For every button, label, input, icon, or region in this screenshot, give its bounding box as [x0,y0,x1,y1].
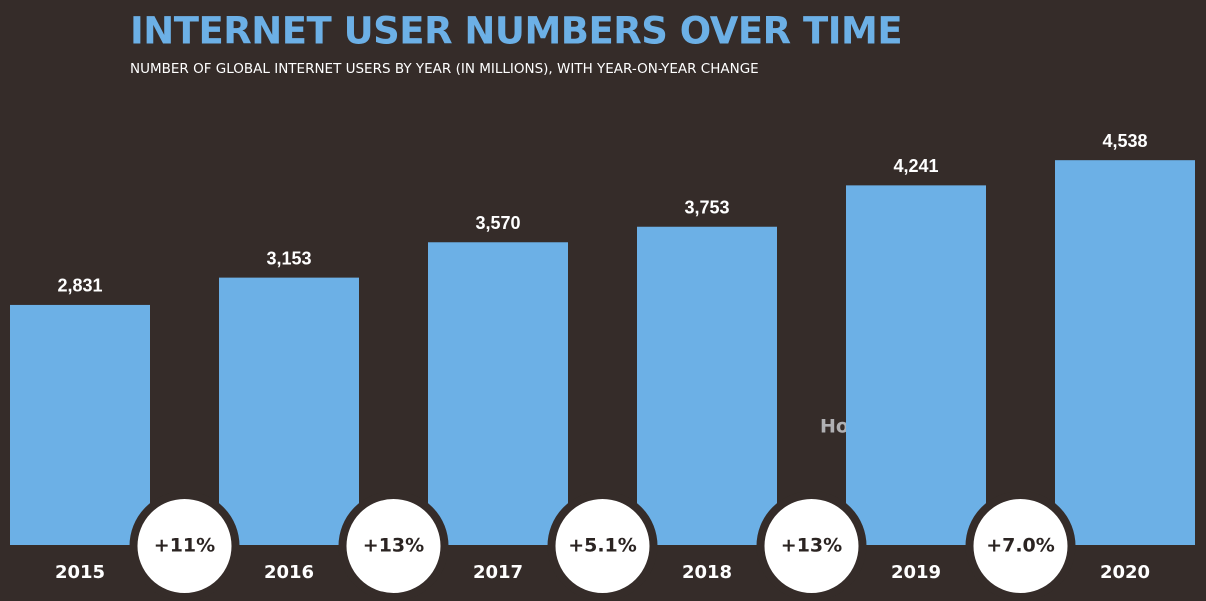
value-label: 2,831 [57,276,102,296]
change-badge [129,491,240,601]
bar [428,242,568,545]
x-tick-label: 2019 [891,562,941,583]
bar [10,304,150,545]
chart-subtitle: NUMBER OF GLOBAL INTERNET USERS BY YEAR … [130,61,759,77]
change-badge [965,491,1076,601]
bar [219,277,359,545]
change-badge [756,491,867,601]
change-badge [547,491,658,601]
x-tick-label: 2017 [473,562,523,583]
value-label: 3,153 [266,248,311,268]
x-tick-label: 2018 [682,562,732,583]
value-label: 3,570 [475,213,520,233]
change-badge [338,491,449,601]
bar [1055,160,1195,545]
x-tick-label: 2020 [1100,562,1150,583]
change-label: +5.1% [568,535,637,557]
value-label: 4,241 [893,156,938,176]
change-label: +13% [781,535,842,557]
x-tick-label: 2016 [264,562,314,583]
change-label: +13% [363,535,424,557]
x-tick-label: 2015 [55,562,105,583]
bar [637,226,777,545]
bar [846,185,986,545]
value-label: 4,538 [1102,131,1147,151]
chart-title: INTERNET USER NUMBERS OVER TIME [130,10,902,53]
value-label: 3,753 [684,197,729,217]
change-label: +11% [154,535,215,557]
change-label: +7.0% [986,535,1055,557]
